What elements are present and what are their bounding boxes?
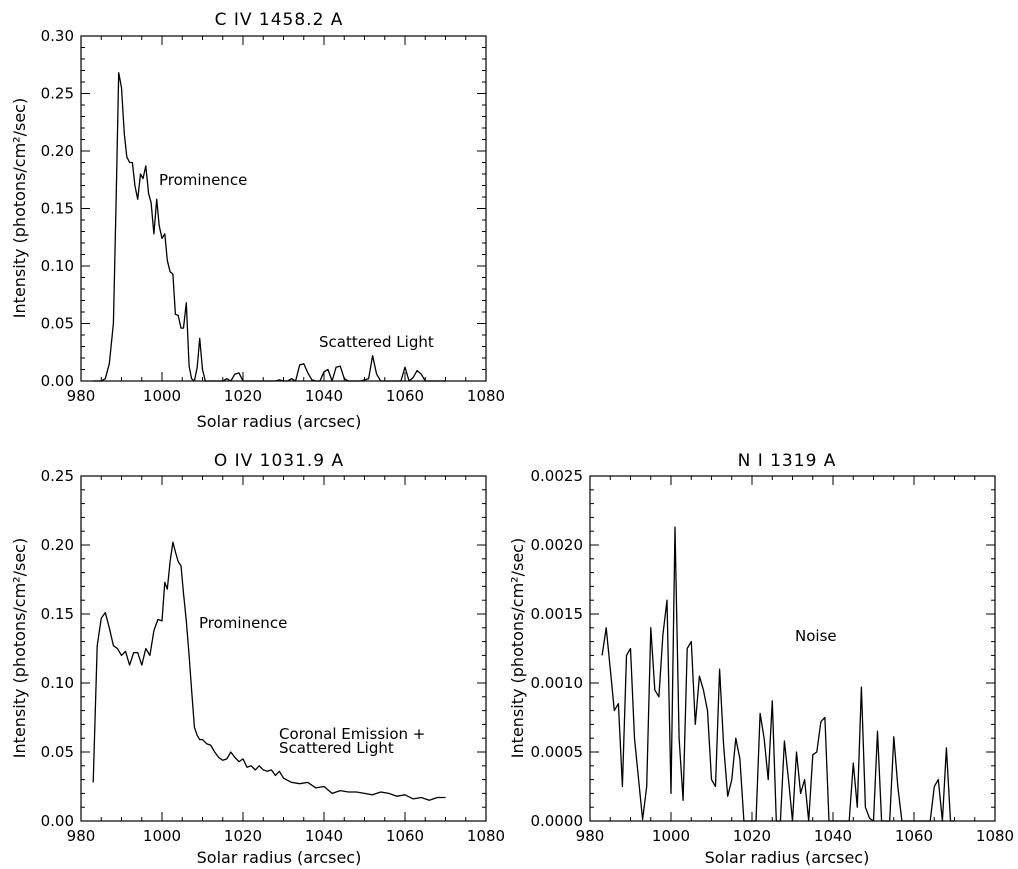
x-tick-label: 1020	[224, 387, 262, 405]
x-tick-label: 1040	[305, 827, 343, 845]
x-axis-label: Solar radius (arcsec)	[197, 848, 362, 867]
y-axis-label: Intensity (photons/cm²/sec)	[10, 98, 29, 318]
annotation-coronal-emission: Coronal Emission +	[279, 725, 425, 743]
chart-c-iv: C IV 1458.2 A Solar radius (arcsec) Inte…	[10, 10, 505, 431]
series-line	[601, 526, 955, 822]
x-tick-label: 1060	[895, 827, 933, 845]
x-tick-label: 980	[67, 827, 96, 845]
x-tick-label: 1080	[467, 827, 505, 845]
y-tick-label: 0.05	[41, 315, 74, 333]
y-tick-label: 0.20	[41, 536, 74, 554]
x-tick-label: 1000	[652, 827, 690, 845]
x-tick-label: 1080	[467, 387, 505, 405]
y-tick-label: 0.0005	[531, 743, 584, 761]
x-tick-label: 980	[67, 387, 96, 405]
plot-frame	[80, 35, 487, 382]
y-tick-label: 0.0015	[531, 605, 584, 623]
annotation-noise: Noise	[795, 627, 837, 645]
y-tick-label: 0.0025	[531, 467, 584, 485]
y-tick-label: 0.00	[41, 812, 74, 830]
y-tick-label: 0.00	[41, 372, 74, 390]
y-tick-label: 0.15	[41, 200, 74, 218]
x-axis-label: Solar radius (arcsec)	[197, 412, 362, 431]
series-line	[93, 72, 446, 382]
series-line	[92, 541, 446, 801]
x-tick-label: 1040	[305, 387, 343, 405]
x-tick-label: 1000	[143, 827, 181, 845]
x-tick-label: 1060	[386, 387, 424, 405]
chart-title: O IV 1031.9 A	[214, 451, 344, 471]
y-tick-label: 0.10	[41, 674, 74, 692]
y-axis-label: Intensity (photons/cm²/sec)	[508, 538, 527, 758]
x-tick-label: 1080	[976, 827, 1014, 845]
y-tick-label: 0.0020	[531, 536, 584, 554]
x-tick-label: 1060	[386, 827, 424, 845]
chart-o-iv: O IV 1031.9 A Solar radius (arcsec) Inte…	[10, 451, 505, 867]
y-tick-label: 0.05	[41, 743, 74, 761]
chart-title: N I 1319 A	[738, 451, 837, 471]
x-tick-label: 1000	[143, 387, 181, 405]
chart-title: C IV 1458.2 A	[215, 10, 344, 30]
plot-frame	[80, 475, 487, 822]
y-tick-label: 0.30	[41, 27, 74, 45]
x-tick-label: 1020	[224, 827, 262, 845]
y-tick-label: 0.25	[41, 85, 74, 103]
annotation-prominence: Prominence	[159, 171, 247, 189]
x-tick-label: 1040	[814, 827, 852, 845]
x-tick-label: 980	[576, 827, 605, 845]
y-tick-label: 0.10	[41, 257, 74, 275]
chart-n-i: N I 1319 A Solar radius (arcsec) Intensi…	[508, 451, 1014, 867]
y-tick-label: 0.0010	[531, 674, 584, 692]
annotation-scattered-light: Scattered Light	[319, 333, 434, 351]
y-axis-label: Intensity (photons/cm²/sec)	[10, 538, 29, 758]
y-tick-label: 0.15	[41, 605, 74, 623]
x-axis-label: Solar radius (arcsec)	[705, 848, 870, 867]
y-tick-label: 0.20	[41, 142, 74, 160]
annotation-scattered-light: Scattered Light	[279, 739, 394, 757]
y-tick-label: 0.0000	[531, 812, 584, 830]
annotation-prominence: Prominence	[199, 614, 287, 632]
x-tick-label: 1020	[733, 827, 771, 845]
y-tick-label: 0.25	[41, 467, 74, 485]
